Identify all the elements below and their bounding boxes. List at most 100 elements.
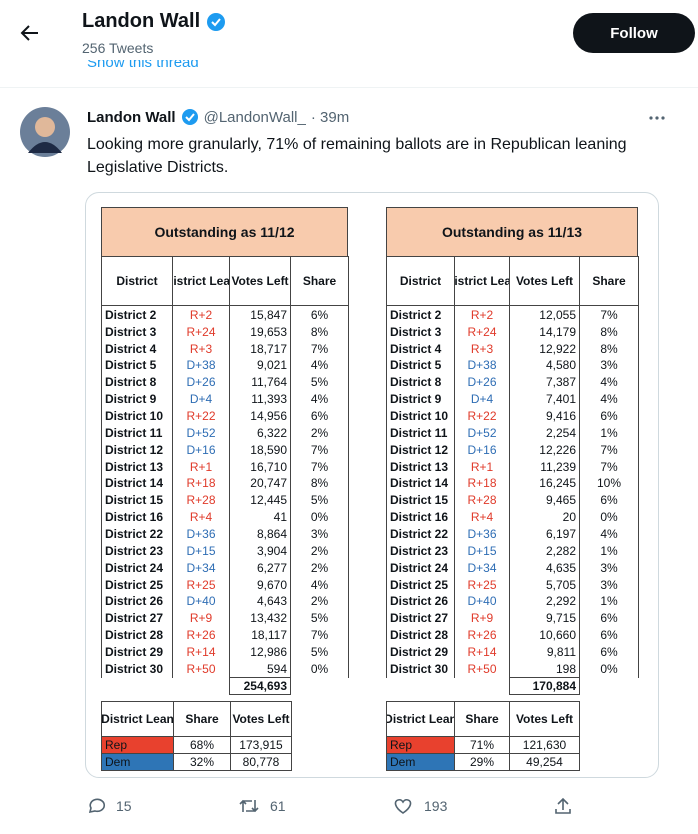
- summary-votes: 173,915: [230, 736, 292, 754]
- lean: R+26: [172, 626, 230, 644]
- district: District 2: [101, 306, 173, 324]
- share: 5%: [290, 609, 349, 628]
- summary-header: District Lean: [101, 701, 174, 737]
- share: 5%: [290, 373, 349, 392]
- lean: R+14: [172, 643, 230, 661]
- lean: D+38: [172, 356, 230, 375]
- lean: R+3: [454, 339, 510, 358]
- share: 2%: [290, 592, 349, 611]
- share: 3%: [290, 525, 349, 543]
- lean: R+24: [172, 322, 230, 341]
- votes-left: 12,445: [229, 491, 291, 510]
- show-thread[interactable]: Show this thread: [87, 60, 199, 70]
- verified-badge: [207, 12, 226, 31]
- summary-share: 68%: [173, 736, 231, 754]
- column-header: Votes Left: [509, 256, 580, 306]
- summary-share: 71%: [454, 736, 510, 754]
- column-header: District Lean: [172, 256, 230, 306]
- votes-left: 16,710: [229, 457, 291, 476]
- district: District 15: [101, 491, 173, 510]
- follow-button[interactable]: Follow: [573, 13, 695, 53]
- share: 6%: [290, 306, 349, 324]
- lean: R+26: [454, 626, 510, 644]
- votes-left: 7,401: [509, 390, 580, 409]
- share-icon[interactable]: [553, 796, 573, 816]
- profile-name: Landon Wall: [82, 10, 226, 33]
- lean: R+1: [454, 457, 510, 476]
- share: 3%: [579, 558, 639, 577]
- summary-header: District Lean: [386, 701, 455, 737]
- lean: D+38: [454, 356, 510, 375]
- district: District 23: [101, 541, 173, 560]
- share: 7%: [579, 457, 639, 476]
- district: District 11: [386, 423, 455, 442]
- image-frame[interactable]: [85, 192, 659, 778]
- district: District 29: [386, 643, 455, 661]
- retweet-action[interactable]: 61: [238, 796, 286, 816]
- share: 0%: [579, 659, 639, 678]
- votes-left: 2,254: [509, 423, 580, 442]
- share: 0%: [579, 508, 639, 527]
- share: 4%: [290, 356, 349, 375]
- lean: R+18: [172, 474, 230, 493]
- retweet-count: 61: [270, 798, 286, 814]
- share: 2%: [290, 541, 349, 560]
- district: District 11: [101, 423, 173, 442]
- votes-left: 14,956: [229, 407, 291, 425]
- lean: D+34: [454, 558, 510, 577]
- votes-left: 16,245: [509, 474, 580, 493]
- votes-left: 5,705: [509, 575, 580, 594]
- votes-left: 19,653: [229, 322, 291, 341]
- district: District 12: [101, 440, 173, 459]
- votes-left: 594: [229, 659, 291, 678]
- total: 170,884: [509, 676, 580, 695]
- handle[interactable]: @LandonWall_: [203, 108, 306, 126]
- district: District 5: [386, 356, 455, 375]
- text-line: Looking more granularly, 71% of remainin…: [87, 136, 627, 153]
- lean: R+1: [172, 457, 230, 476]
- district: District 16: [386, 508, 455, 527]
- text-line: Legislative Districts.: [87, 159, 229, 176]
- more-menu[interactable]: [648, 115, 666, 121]
- share: 6%: [579, 491, 639, 510]
- lean: R+22: [454, 407, 510, 425]
- district: District 24: [386, 558, 455, 577]
- share: 8%: [290, 474, 349, 493]
- district: District 5: [101, 356, 173, 375]
- votes-left: 10,660: [509, 626, 580, 644]
- votes-left: 2,292: [509, 592, 580, 611]
- lean: D+34: [172, 558, 230, 577]
- like-action[interactable]: 193: [392, 796, 447, 816]
- lean: D+16: [172, 440, 230, 459]
- district: District 13: [386, 457, 455, 476]
- reply-action[interactable]: 15: [86, 796, 132, 816]
- share: 7%: [579, 440, 639, 459]
- share: 3%: [579, 356, 639, 375]
- district: District 29: [101, 643, 173, 661]
- lean: D+15: [454, 541, 510, 560]
- share: 7%: [290, 339, 349, 358]
- lean: D+36: [172, 525, 230, 543]
- author-name[interactable]: Landon Wall: [87, 108, 176, 126]
- district: District 13: [101, 457, 173, 476]
- share: 7%: [290, 457, 349, 476]
- share: 8%: [579, 322, 639, 341]
- tweet-count: 256 Tweets: [82, 40, 154, 56]
- back-arrow[interactable]: [18, 22, 42, 44]
- share: 0%: [290, 659, 349, 678]
- votes-left: 4,635: [509, 558, 580, 577]
- votes-left: 11,764: [229, 373, 291, 392]
- retweet-icon: [239, 799, 259, 813]
- votes-left: 12,055: [509, 306, 580, 324]
- name-text: Landon Wall: [82, 10, 201, 32]
- reply-icon: [88, 798, 106, 814]
- share: 4%: [579, 525, 639, 543]
- district: District 9: [386, 390, 455, 409]
- tweet-text: Looking more granularly, 71% of remainin…: [87, 133, 627, 179]
- district: District 26: [101, 592, 173, 611]
- tweet-meta: Landon Wall @LandonWall_ · 39m: [87, 108, 349, 126]
- avatar[interactable]: [20, 107, 70, 157]
- district: District 26: [386, 592, 455, 611]
- summary-header: Share: [173, 701, 231, 737]
- lean: R+50: [172, 659, 230, 678]
